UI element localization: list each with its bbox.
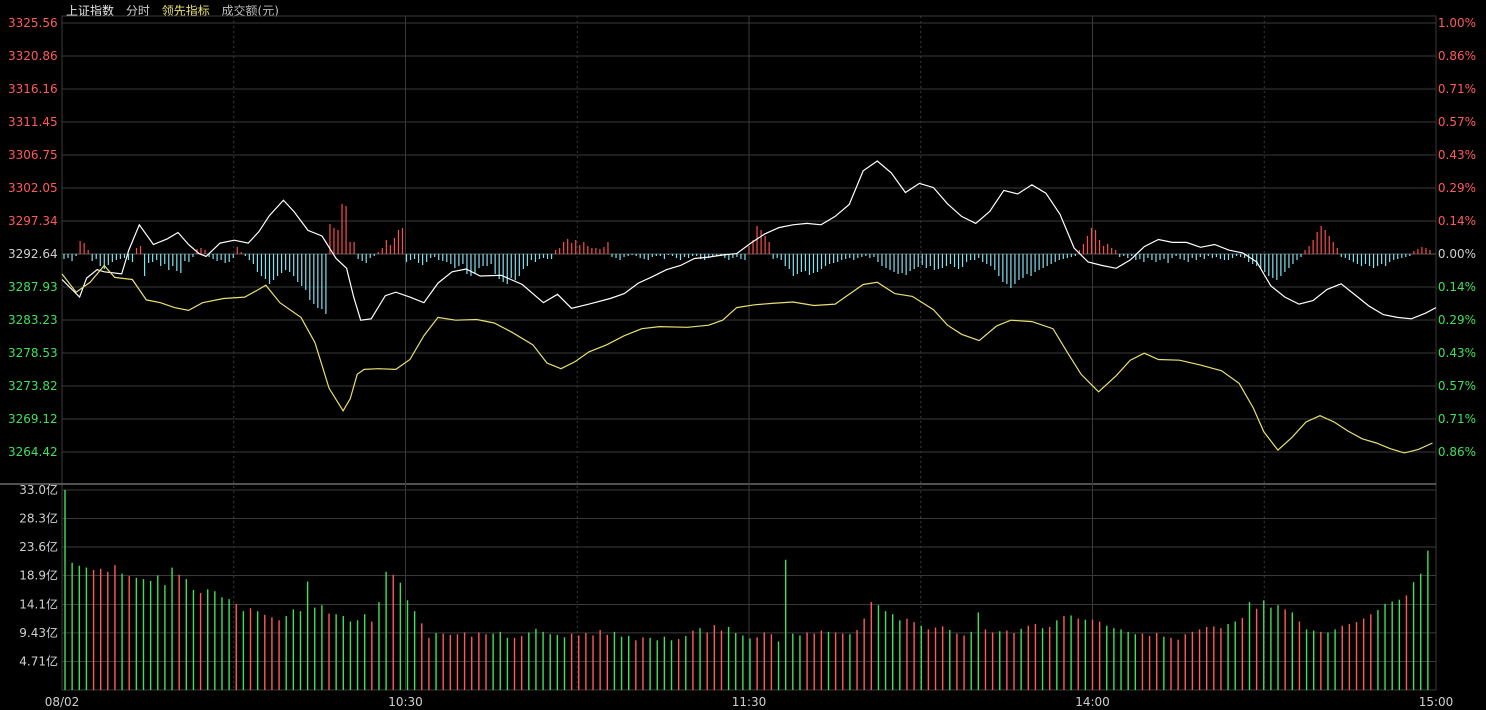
price-tick-label: 3264.42 <box>8 445 58 459</box>
pct-tick-label: 0.86% <box>1438 445 1476 459</box>
pct-tick-label: 0.57% <box>1438 379 1476 393</box>
pct-tick-label: 0.57% <box>1438 115 1476 129</box>
price-tick-label: 3292.64 <box>8 247 58 261</box>
volume-tick-label: 14.1亿 <box>19 597 58 612</box>
price-lines <box>61 160 1437 454</box>
chart-grid <box>0 15 1437 691</box>
pct-tick-label: 0.29% <box>1438 181 1476 195</box>
pct-tick-label: 0.14% <box>1438 280 1476 294</box>
volume-bars <box>64 490 1429 690</box>
time-tick-label: 10:30 <box>388 695 423 709</box>
price-tick-label: 3287.93 <box>8 280 58 294</box>
pct-tick-label: 0.43% <box>1438 346 1476 360</box>
pct-tick-label: 0.71% <box>1438 412 1476 426</box>
time-tick-label: 15:00 <box>1419 695 1454 709</box>
pct-tick-label: 0.71% <box>1438 82 1476 96</box>
volume-tick-label: 18.9亿 <box>19 567 58 582</box>
price-tick-label: 3297.34 <box>8 214 58 228</box>
indicator-label[interactable]: 领先指标 <box>161 4 210 18</box>
lead-line <box>61 264 1433 454</box>
time-tick-label: 08/02 <box>45 695 80 709</box>
volume-tick-label: 33.0亿 <box>19 482 58 497</box>
pct-tick-label: 0.43% <box>1438 148 1476 162</box>
pct-tick-label: 1.00% <box>1438 16 1476 30</box>
mode-label[interactable]: 分时 <box>125 4 150 18</box>
lead-indicator-bars <box>63 204 1431 314</box>
price-tick-label: 3320.86 <box>8 49 58 63</box>
time-tick-label: 14:00 <box>1075 695 1110 709</box>
price-tick-label: 3278.53 <box>8 346 58 360</box>
price-tick-label: 3325.56 <box>8 16 58 30</box>
price-line <box>61 160 1437 321</box>
volume-tick-label: 9.43亿 <box>19 625 58 640</box>
price-tick-label: 3311.45 <box>8 115 58 129</box>
price-tick-label: 3273.82 <box>8 379 58 393</box>
pct-tick-label: 0.14% <box>1438 214 1476 228</box>
volume-tick-label: 4.71亿 <box>19 653 58 668</box>
volume-tick-label: 28.3亿 <box>19 510 58 525</box>
price-tick-label: 3316.16 <box>8 82 58 96</box>
chart-header: 上证指数 分时 领先指标 成交额(元) <box>66 2 287 19</box>
volume-tick-label: 23.6亿 <box>19 539 58 554</box>
pct-tick-label: 0.29% <box>1438 313 1476 327</box>
index-name[interactable]: 上证指数 <box>66 4 115 18</box>
price-tick-label: 3283.23 <box>8 313 58 327</box>
pct-tick-label: 0.00% <box>1438 247 1476 261</box>
axis-labels: 3325.56 3320.86 3316.16 3311.45 3306.75 3302.… <box>8 16 1476 709</box>
volume-label: 成交额(元) <box>221 4 279 18</box>
time-tick-label: 11:30 <box>732 695 767 709</box>
price-tick-label: 3269.12 <box>8 412 58 426</box>
pct-tick-label: 0.86% <box>1438 49 1476 63</box>
price-tick-label: 3306.75 <box>8 148 58 162</box>
price-tick-label: 3302.05 <box>8 181 58 195</box>
